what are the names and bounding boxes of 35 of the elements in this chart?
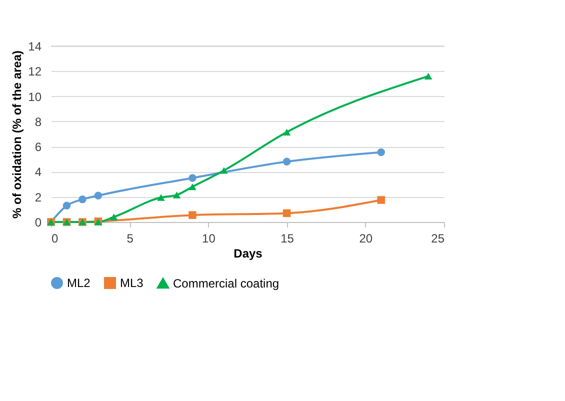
x-axis-title: Days	[234, 246, 263, 260]
point	[424, 72, 432, 80]
y-tick-label: 2	[34, 190, 42, 204]
y-tick-label: 4	[34, 165, 42, 180]
y-tick-label: 6	[34, 140, 42, 154]
x-tick-label: 0	[52, 232, 58, 246]
point	[188, 211, 196, 219]
y-tick-label: 12	[28, 64, 42, 79]
y-tick-label: 0	[34, 216, 42, 230]
y-tick-label: 14	[28, 40, 42, 54]
point	[220, 167, 228, 174]
x-tick-label: 5	[126, 232, 134, 246]
point	[282, 158, 291, 166]
point	[172, 192, 181, 198]
y-axis-title: % of oxidation (% of the area)	[10, 50, 24, 219]
point	[188, 183, 196, 190]
x-tick-label: 25	[431, 232, 445, 246]
point	[94, 192, 102, 200]
point	[282, 209, 291, 218]
point	[377, 196, 385, 204]
point	[62, 202, 71, 210]
x-tick-label: 20	[359, 232, 373, 246]
legend-label: ML2	[67, 276, 91, 290]
point	[377, 148, 385, 156]
point	[78, 196, 86, 204]
y-tick-label: 10	[28, 90, 42, 104]
legend-label: ML3	[120, 276, 144, 290]
y-tick-label: 8	[34, 114, 42, 129]
x-tick-label: 10	[202, 232, 216, 246]
point	[188, 174, 196, 182]
x-tick-label: 15	[280, 232, 294, 246]
legend-label: Commercial coating	[173, 276, 280, 290]
point	[282, 128, 291, 136]
point	[110, 214, 118, 220]
point	[157, 194, 165, 201]
